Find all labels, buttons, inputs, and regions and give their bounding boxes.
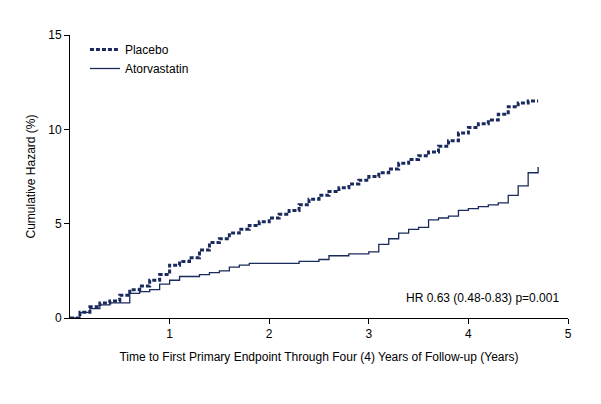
svg-text:2: 2 [266,327,273,341]
svg-text:Atorvastatin: Atorvastatin [125,62,188,76]
svg-text:4: 4 [465,327,472,341]
svg-text:Time to First Primary Endpoint: Time to First Primary Endpoint Through F… [119,350,518,364]
svg-text:5: 5 [565,327,572,341]
svg-text:10: 10 [48,123,62,137]
svg-text:1: 1 [166,327,173,341]
svg-text:15: 15 [48,28,62,42]
svg-text:Placebo: Placebo [125,43,169,57]
svg-text:HR 0.63 (0.48-0.83) p=0.001: HR 0.63 (0.48-0.83) p=0.001 [406,291,559,305]
svg-text:Cumulative Hazard (%): Cumulative Hazard (%) [24,114,38,238]
svg-text:5: 5 [55,217,62,231]
svg-text:0: 0 [55,311,62,325]
svg-text:3: 3 [365,327,372,341]
